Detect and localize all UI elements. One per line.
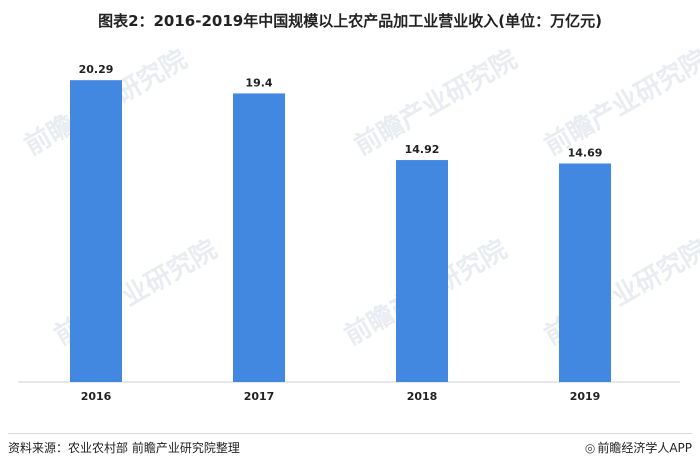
brand-label: ◎ 前瞻经济学人APP xyxy=(585,439,692,456)
x-tick-label-2018: 2018 xyxy=(407,390,438,403)
source-note: 资料来源：农业农村部 前瞻产业研究院整理 xyxy=(8,441,240,455)
value-label-2018: 14.92 xyxy=(405,143,440,156)
value-label-2016: 20.29 xyxy=(79,63,114,76)
eye-icon: ◎ xyxy=(584,441,596,455)
bar-2017 xyxy=(233,93,285,383)
x-tick-label-2019: 2019 xyxy=(570,390,601,403)
bar-chart: 前瞻产业研究院前瞻产业研究院前瞻产业研究院前瞻产业研究院前瞻产业研究院前瞻产业研… xyxy=(18,44,700,403)
x-tick-label-2016: 2016 xyxy=(81,390,112,403)
bar-2019 xyxy=(559,163,611,382)
footer: 资料来源：农业农村部 前瞻产业研究院整理 ◎ 前瞻经济学人APP xyxy=(8,433,692,458)
bar-2016 xyxy=(70,80,122,382)
value-label-2017: 19.4 xyxy=(245,76,272,89)
brand-text: 前瞻经济学人APP xyxy=(597,441,692,455)
watermark-text: 前瞻产业研究院 xyxy=(539,44,700,162)
chart-title: 图表2：2016-2019年中国规模以上农产品加工业营业收入(单位：万亿元) xyxy=(98,12,602,30)
x-tick-label-2017: 2017 xyxy=(244,390,275,403)
bar-2018 xyxy=(396,160,448,382)
value-label-2019: 14.69 xyxy=(568,146,603,159)
